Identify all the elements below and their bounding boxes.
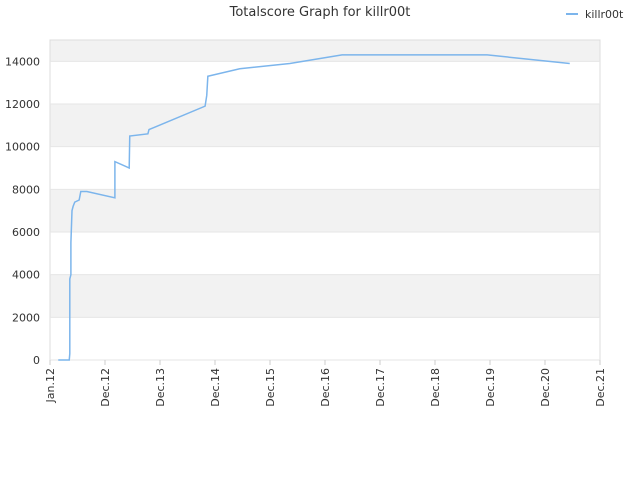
y-tick-label: 14000	[5, 55, 40, 68]
x-tick-label: Dec.12	[99, 368, 112, 407]
x-tick-label: Dec.20	[539, 368, 552, 407]
y-tick-label: 6000	[12, 226, 40, 239]
grid-band	[50, 189, 600, 232]
x-tick-label: Dec.18	[429, 368, 442, 407]
chart-title: Totalscore Graph for killr00t	[229, 5, 411, 20]
x-tick-label: Dec.16	[319, 368, 332, 407]
grid-band	[50, 274, 600, 318]
x-tick-label: Dec.21	[594, 368, 607, 407]
legend-label: killr00t	[585, 8, 624, 21]
x-tick-label: Dec.15	[264, 368, 277, 407]
x-tick-label: Jan.12	[44, 368, 57, 403]
y-tick-label: 2000	[12, 311, 40, 324]
grid-band	[50, 40, 600, 62]
x-tick-label: Dec.19	[484, 368, 497, 407]
grid-band	[50, 104, 600, 147]
y-tick-label: 4000	[12, 269, 40, 282]
x-tick-label: Dec.13	[154, 368, 167, 407]
y-tick-label: 10000	[5, 141, 40, 154]
y-tick-label: 12000	[5, 98, 40, 111]
x-tick-label: Dec.14	[209, 368, 222, 407]
line	[58, 54, 570, 361]
y-tick-label: 0	[33, 354, 40, 367]
y-tick-label: 8000	[12, 183, 40, 196]
x-tick-label: Dec.17	[374, 368, 387, 407]
